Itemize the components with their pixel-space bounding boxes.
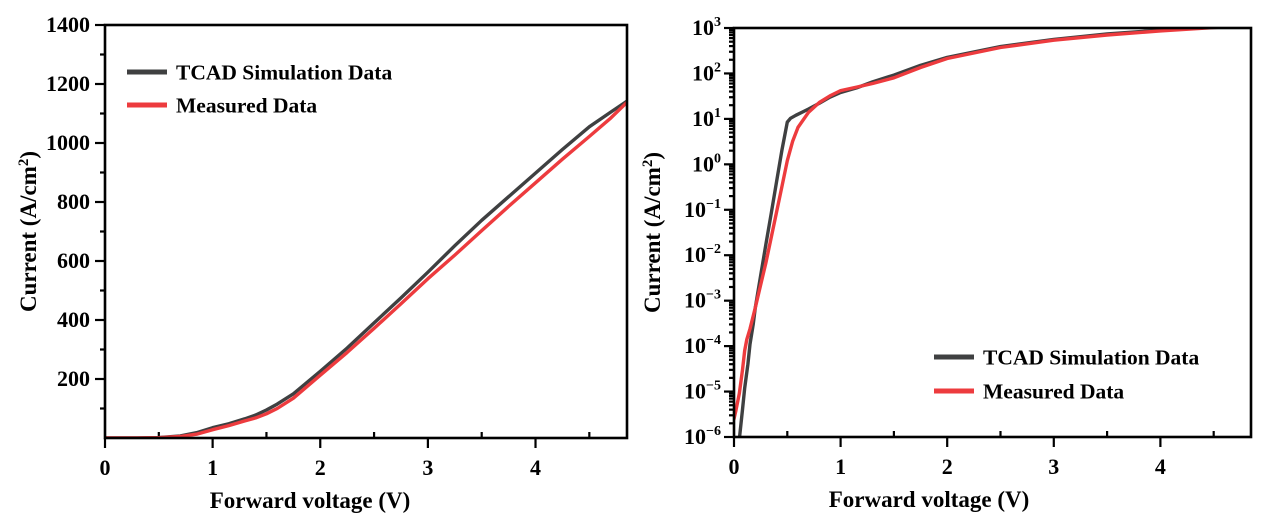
- legend-label: TCAD Simulation Data: [176, 61, 392, 85]
- y-tick-label: 100: [692, 151, 721, 176]
- log-chart-panel: 0 1 2 3 4 103 102 101 100 10−1 10−2 10−3 10−4 10−5 10−…: [634, 0, 1269, 527]
- legend-label: Measured Data: [983, 380, 1124, 404]
- x-axis-ticks: [103, 432, 591, 448]
- x-tick-label: 1: [207, 455, 218, 480]
- series-line-tcad: [105, 99, 627, 438]
- y-axis-title: Current (A/cm2): [16, 151, 41, 312]
- y-tick-label: 103: [692, 15, 721, 40]
- y-tick-label: 200: [57, 366, 90, 391]
- x-tick-label: 3: [422, 455, 433, 480]
- plot-frame: [103, 23, 629, 440]
- legend-label: TCAD Simulation Data: [983, 346, 1199, 370]
- series-line-measured: [734, 28, 1236, 421]
- y-tick-label: 10−2: [684, 242, 721, 267]
- y-tick-label: 600: [57, 248, 90, 273]
- linear-chart-panel: 0 1 2 3 4 200 400 600 800 1000 1200 1400 TCAD Simula…: [0, 0, 634, 527]
- x-tick-label: 4: [530, 455, 541, 480]
- log-iv-chart: 0 1 2 3 4 103 102 101 100 10−1 10−2 10−3 10−4 10−5 10−…: [640, 15, 1253, 512]
- legend: TCAD Simulation Data Measured Data: [934, 346, 1199, 404]
- y-tick-label: 400: [57, 307, 90, 332]
- series-line-measured: [105, 100, 627, 438]
- x-axis-ticks: [732, 431, 1215, 447]
- legend: TCAD Simulation Data Measured Data: [127, 61, 392, 118]
- y-tick-label: 800: [57, 189, 90, 214]
- y-tick-label: 10−6: [684, 424, 721, 449]
- series-lines: [734, 28, 1236, 437]
- y-axis-ticks: [724, 26, 734, 439]
- y-tick-label: 1000: [46, 130, 90, 155]
- y-tick-label: 10−4: [684, 333, 721, 358]
- y-tick-label: 10−3: [684, 288, 721, 313]
- y-tick-label: 102: [692, 60, 721, 85]
- y-tick-label: 10−5: [684, 379, 721, 404]
- plot-frame: [732, 26, 1253, 439]
- y-axis-ticks: [95, 23, 105, 410]
- x-tick-label: 3: [1048, 454, 1059, 479]
- series-lines: [105, 99, 627, 438]
- legend-label: Measured Data: [176, 94, 317, 118]
- y-tick-label: 101: [692, 106, 721, 131]
- x-tick-label: 0: [100, 455, 111, 480]
- y-tick-label: 1400: [46, 12, 90, 37]
- x-axis-title: Forward voltage (V): [210, 488, 411, 513]
- y-tick-label: 10−1: [684, 197, 721, 222]
- x-tick-label: 4: [1155, 454, 1166, 479]
- x-tick-label: 2: [315, 455, 326, 480]
- y-tick-label: 1200: [46, 71, 90, 96]
- x-tick-label: 2: [942, 454, 953, 479]
- linear-iv-chart: 0 1 2 3 4 200 400 600 800 1000 1200 1400 TCAD Simula…: [16, 12, 629, 513]
- x-tick-label: 0: [729, 454, 740, 479]
- y-axis-title: Current (A/cm2): [640, 152, 665, 313]
- x-axis-title: Forward voltage (V): [829, 487, 1030, 512]
- x-tick-label: 1: [835, 454, 846, 479]
